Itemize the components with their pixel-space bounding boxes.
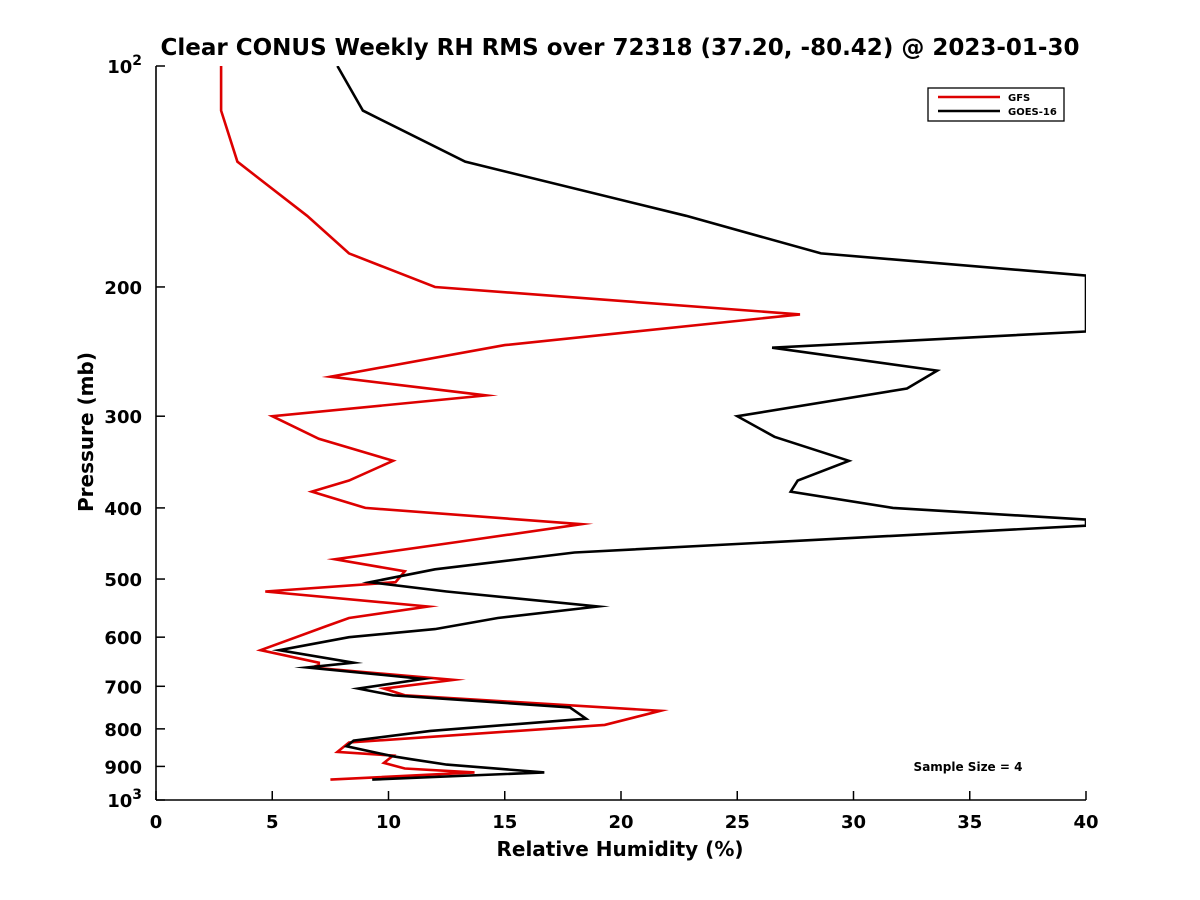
x-tick-label: 25 xyxy=(725,812,750,833)
x-tick-label: 35 xyxy=(957,812,982,833)
y-tick-label: 500 xyxy=(104,570,142,591)
x-tick-label: 5 xyxy=(266,812,279,833)
legend-label: GFS xyxy=(1008,93,1030,104)
chart-title: Clear CONUS Weekly RH RMS over 72318 (37… xyxy=(161,35,1080,61)
y-tick-label: 600 xyxy=(104,628,142,649)
y-tick-label: 103 xyxy=(107,787,142,812)
y-tick-label: 400 xyxy=(104,499,142,520)
y-tick-label: 800 xyxy=(104,720,142,741)
x-tick-label: 30 xyxy=(841,812,866,833)
y-axis-label: Pressure (mb) xyxy=(74,352,98,512)
legend: GFS GOES-16 xyxy=(927,87,1065,122)
sample-size-annotation: Sample Size = 4 xyxy=(914,760,1023,774)
series-layer xyxy=(219,66,1086,781)
y-tick-label: 102 xyxy=(107,53,142,78)
y-tick-label: 300 xyxy=(104,407,142,428)
x-axis-label: Relative Humidity (%) xyxy=(496,837,743,861)
axes-layer xyxy=(155,66,1086,801)
x-tick-label: 20 xyxy=(608,812,633,833)
x-tick-label: 10 xyxy=(376,812,401,833)
y-tick-label: 700 xyxy=(104,677,142,698)
ticks-layer: 0 5 10 15 20 25 30 35 40 102 200 300 400 500 600 700 800… xyxy=(104,53,1098,833)
series-line-gfs xyxy=(219,66,801,781)
y-tick-label: 900 xyxy=(104,757,142,778)
x-tick-label: 40 xyxy=(1073,812,1098,833)
y-tick-label: 200 xyxy=(104,278,142,299)
legend-label: GOES-16 xyxy=(1008,107,1057,118)
series-line-goes-16 xyxy=(271,66,1086,781)
legend-box xyxy=(927,87,1065,122)
x-tick-label: 0 xyxy=(150,812,163,833)
x-tick-label: 15 xyxy=(492,812,517,833)
